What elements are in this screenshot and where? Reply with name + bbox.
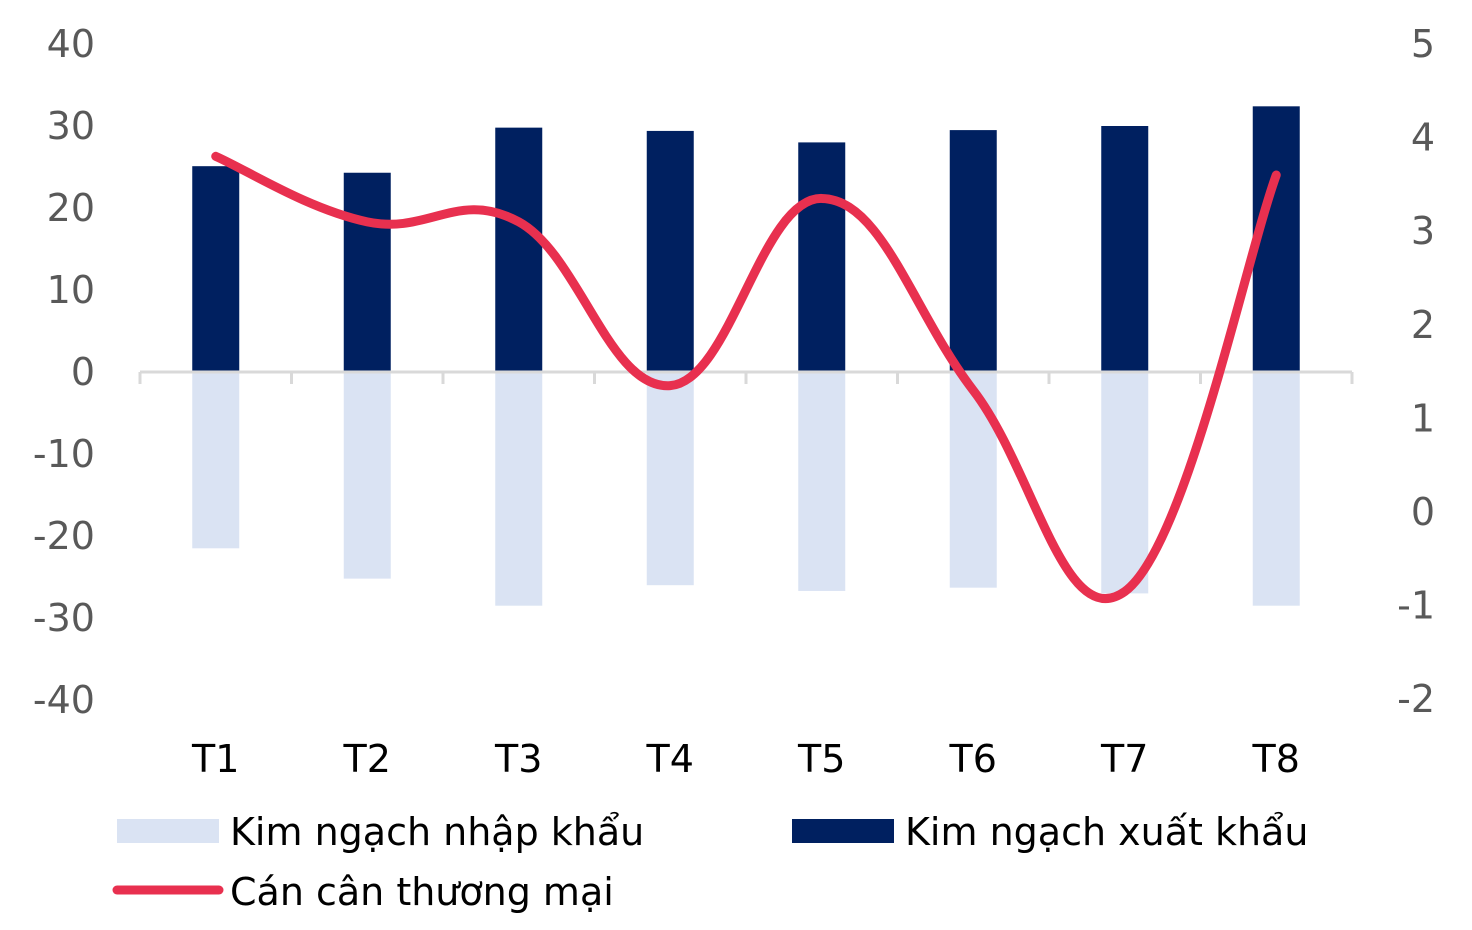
import-bar <box>798 372 846 591</box>
left-axis-tick-label: 40 <box>47 22 95 66</box>
right-axis-tick-label: 2 <box>1411 303 1435 347</box>
category-label: T1 <box>191 737 239 781</box>
left-axis-tick-label: 0 <box>71 350 95 394</box>
right-axis-tick-label: 0 <box>1411 490 1435 534</box>
left-axis-tick-label: 30 <box>47 104 95 148</box>
import-bar <box>1101 372 1149 594</box>
left-axis-tick-label: 10 <box>47 268 95 312</box>
category-label: T4 <box>646 737 694 781</box>
bars-layer <box>192 106 1300 606</box>
legend-label-export: Kim ngạch xuất khẩu <box>905 810 1308 854</box>
line-layer <box>211 151 1281 604</box>
import-bar <box>192 372 240 549</box>
right-axis-tick-label: 5 <box>1411 22 1435 66</box>
right-axis-tick-label: 4 <box>1411 116 1435 160</box>
export-bar <box>343 172 391 372</box>
category-axis-ticks <box>138 372 1354 384</box>
balance-line <box>211 151 1281 604</box>
export-bar <box>1101 126 1149 372</box>
right-axis-labels: 5 4 3 2 1 0 -1 -2 <box>1397 22 1435 721</box>
legend-label-import: Kim ngạch nhập khẩu <box>230 810 644 854</box>
category-label: T7 <box>1100 737 1148 781</box>
left-axis-tick-label: -30 <box>33 596 95 640</box>
import-bar <box>646 372 694 586</box>
category-label: T6 <box>949 737 997 781</box>
left-axis-tick-label: -40 <box>33 678 95 722</box>
category-label: T2 <box>343 737 391 781</box>
left-axis-tick-label: 20 <box>47 186 95 230</box>
legend-swatch-export <box>792 819 894 843</box>
right-axis-tick-label: 1 <box>1411 396 1435 440</box>
import-bar <box>343 372 391 579</box>
left-axis-tick-label: -10 <box>33 432 95 476</box>
export-bar <box>495 127 543 372</box>
export-bar <box>646 130 694 372</box>
legend: Kim ngạch nhập khẩu Kim ngạch xuất khẩu … <box>112 810 1308 914</box>
category-label: T3 <box>494 737 542 781</box>
import-bar <box>495 372 543 606</box>
export-bar <box>798 142 846 372</box>
right-axis-tick-label: -2 <box>1397 677 1435 721</box>
legend-swatch-import <box>117 819 219 843</box>
category-label: T8 <box>1252 737 1300 781</box>
left-axis-labels: 40 30 20 10 0 -10 -20 -30 -40 <box>33 22 95 722</box>
export-bar <box>949 130 997 372</box>
export-bar <box>192 166 240 372</box>
legend-label-balance: Cán cân thương mại <box>230 870 614 914</box>
category-label: T5 <box>797 737 845 781</box>
right-axis-tick-label: 3 <box>1411 209 1435 253</box>
import-bar <box>949 372 997 588</box>
import-bar <box>1252 372 1300 606</box>
left-axis-tick-label: -20 <box>33 514 95 558</box>
category-labels: T1 T2 T3 T4 T5 T6 T7 T8 <box>191 737 1300 781</box>
right-axis-tick-label: -1 <box>1397 584 1435 628</box>
